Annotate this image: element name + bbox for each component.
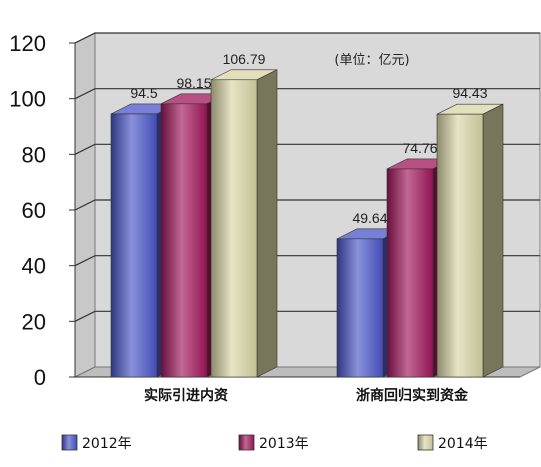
- data-label: 49.64: [352, 210, 387, 226]
- legend-label: 2012年: [82, 436, 132, 452]
- data-labels: 94.5 98.15 106.79 49.64 74.76 94.43: [130, 51, 487, 226]
- legend-item: 2014年: [417, 434, 488, 452]
- bar-实际引进内资-2013年: [160, 103, 208, 378]
- bar-浙商回归实到资金-2014年: [436, 113, 484, 378]
- legend-item: 2013年: [238, 434, 309, 452]
- gridline: [74, 143, 540, 155]
- data-label: 98.15: [176, 75, 211, 91]
- y-tick-label: 20: [22, 309, 46, 334]
- bar-side: [256, 69, 278, 378]
- legend-swatch: [238, 434, 255, 451]
- bar-side: [482, 103, 504, 378]
- x-category-label: 实际引进内资: [144, 387, 228, 404]
- legend-swatch: [61, 434, 78, 451]
- y-tick-label: 60: [22, 198, 46, 223]
- y-tick-label: 80: [22, 142, 46, 167]
- legend-label: 2014年: [438, 436, 488, 452]
- legend-swatch: [417, 434, 434, 451]
- legend-label: 2013年: [259, 436, 309, 452]
- legend-item: 2012年: [61, 434, 132, 452]
- data-label: 74.76: [402, 140, 437, 156]
- data-label: 94.5: [130, 85, 157, 101]
- data-label: 94.43: [452, 85, 487, 101]
- y-tick-label: 40: [22, 254, 46, 279]
- x-category-label: 浙商回归实到资金: [356, 387, 469, 404]
- legend: 2012年 2013年 2014年: [61, 434, 488, 452]
- gridline: [74, 88, 540, 100]
- bars: [110, 69, 504, 378]
- gridline: [74, 32, 540, 44]
- bar-实际引进内资-2012年: [110, 113, 158, 378]
- unit-note: (单位：亿元): [334, 53, 409, 68]
- bar-浙商回归实到资金-2012年: [336, 238, 384, 378]
- y-tick-label: 120: [9, 31, 46, 56]
- bar-浙商回归实到资金-2013年: [386, 168, 434, 378]
- axes: 0 20 40 60 80 100 120 实际引进内资 浙商回归实到资金: [9, 31, 520, 404]
- bar-实际引进内资-2014年: [210, 79, 258, 378]
- y-tick-label: 100: [9, 87, 46, 112]
- data-label: 106.79: [223, 51, 266, 67]
- y-tick-label: 0: [34, 365, 46, 390]
